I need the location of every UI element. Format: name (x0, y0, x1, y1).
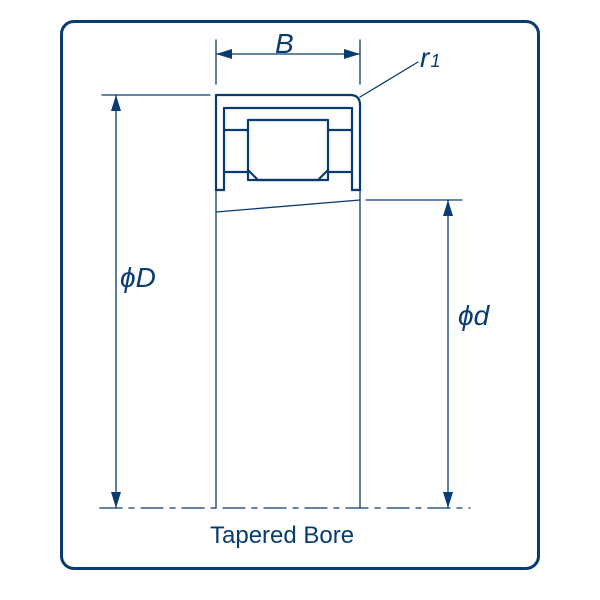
label-r1-sub: 1 (430, 51, 440, 72)
label-r1-base: r (420, 42, 429, 74)
label-phiD: ϕD (120, 262, 156, 294)
label-r1: r1 (420, 42, 440, 74)
label-tapered-bore: Tapered Bore (210, 522, 354, 550)
label-B: B (275, 28, 294, 60)
label-phid: ϕd (458, 300, 489, 332)
bearing-diagram (0, 0, 600, 600)
